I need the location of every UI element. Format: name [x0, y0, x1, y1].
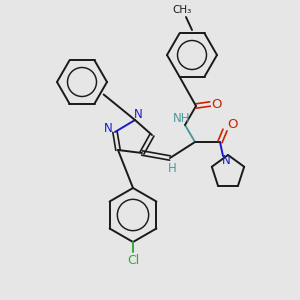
Text: H: H [168, 163, 176, 176]
Text: Cl: Cl [127, 254, 139, 266]
Text: O: O [212, 98, 222, 110]
Text: NH: NH [173, 112, 191, 125]
Text: N: N [222, 154, 230, 167]
Text: N: N [103, 122, 112, 136]
Text: N: N [134, 109, 142, 122]
Text: O: O [227, 118, 237, 131]
Text: CH₃: CH₃ [172, 5, 192, 15]
